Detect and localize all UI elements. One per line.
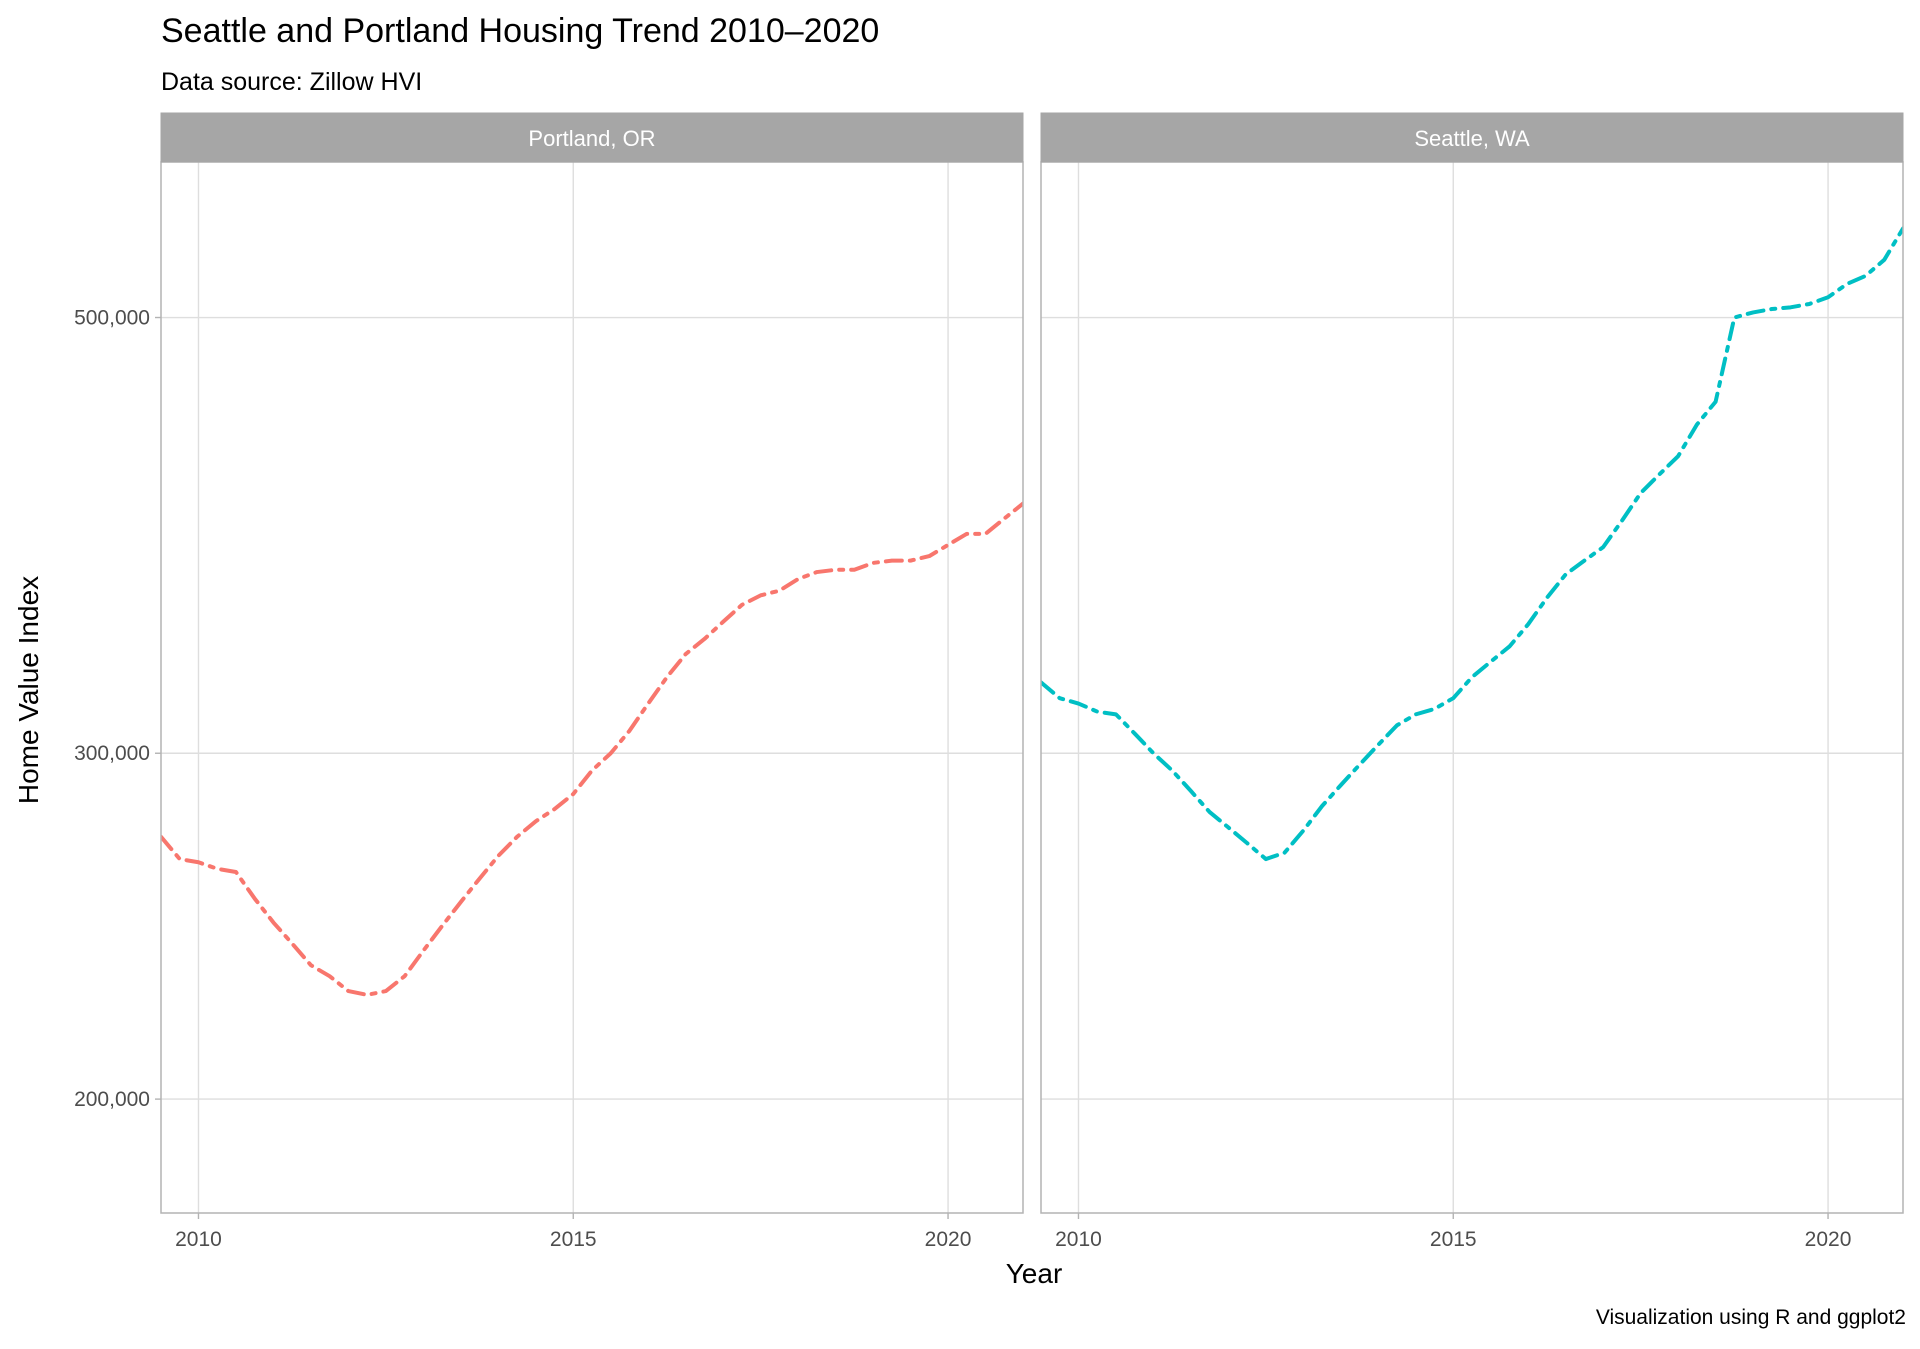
chart-subtitle: Data source: Zillow HVI <box>161 68 422 96</box>
x-tick-label: 2015 <box>1430 1228 1477 1251</box>
facet-panels: Portland, OR 2010 2015 2020 Seattle, WA 2010 2… <box>160 112 1904 1251</box>
x-tick-label: 2020 <box>1805 1228 1852 1251</box>
x-tick-label: 2020 <box>925 1228 972 1251</box>
facet-panel-2: Seattle, WA 2010 2015 2020 <box>1040 112 1904 1251</box>
facet-strip <box>1040 112 1904 163</box>
y-tick-label: 300,000 <box>74 742 150 765</box>
chart-caption: Visualization using R and ggplot2 <box>1596 1306 1906 1329</box>
series-line-1 <box>161 501 1023 997</box>
chart-title: Seattle and Portland Housing Trend 2010–… <box>161 12 879 50</box>
facet-strip <box>160 112 1024 163</box>
y-tick-label: 200,000 <box>74 1088 150 1111</box>
facet-panel-1: Portland, OR 2010 2015 2020 <box>160 112 1024 1251</box>
y-axis-title: Home Value Index <box>13 576 44 804</box>
x-tick-label: 2010 <box>175 1228 222 1251</box>
facet-strip-label: Portland, OR <box>528 126 655 151</box>
y-axis: 200,000 300,000 500,000 <box>74 307 161 1111</box>
panel-background <box>1041 162 1903 1213</box>
y-tick-label: 500,000 <box>74 307 150 330</box>
x-axis-title: Year <box>1006 1258 1063 1289</box>
x-tick-label: 2015 <box>550 1228 597 1251</box>
panel-background <box>161 162 1023 1213</box>
series-line-2 <box>1041 226 1903 862</box>
facet-strip-label: Seattle, WA <box>1414 126 1530 151</box>
x-tick-label: 2010 <box>1055 1228 1102 1251</box>
